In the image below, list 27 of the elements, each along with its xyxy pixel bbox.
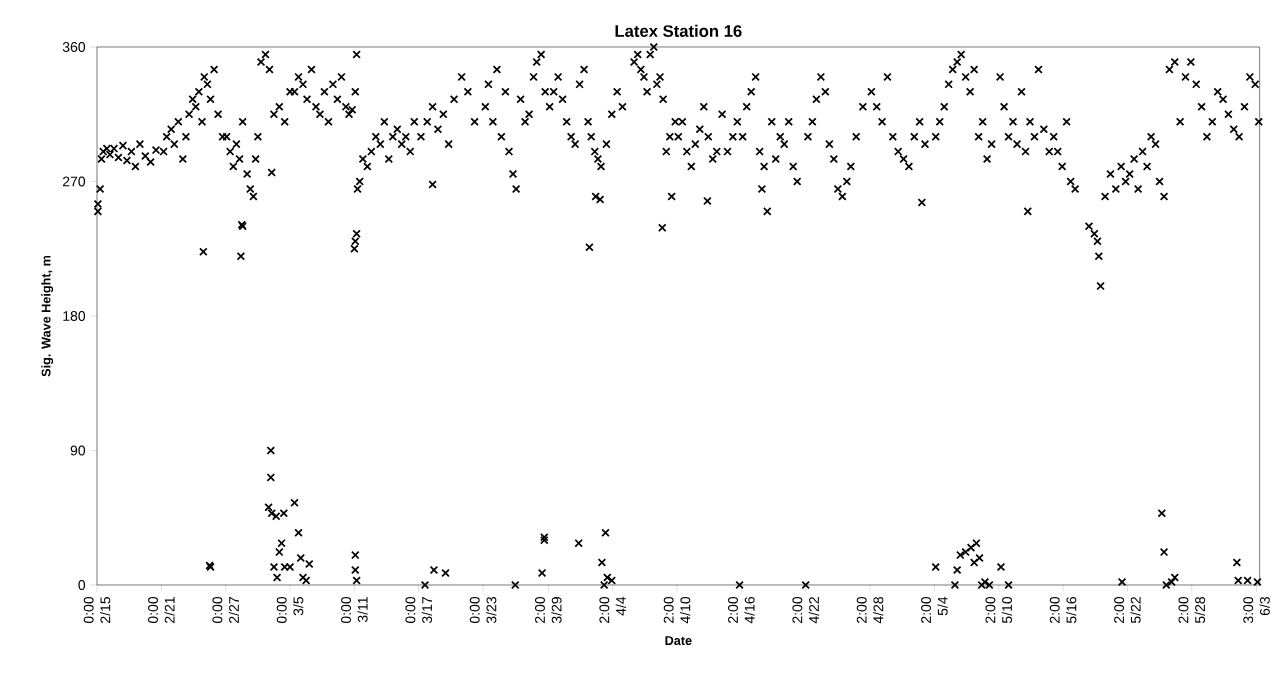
x-tick-label: 2:00 5/28 (1178, 596, 1206, 624)
x-tick-label: 0:00 2/21 (148, 596, 175, 624)
x-tick-label: 2:00 4/16 (728, 596, 755, 624)
x-tick-label: 0:00 3/11 (341, 596, 368, 624)
x-tick-label: 2:00 5/22 (1114, 596, 1141, 624)
x-tick-label: 2:00 5/10 (985, 596, 1013, 624)
x-tick-label: 2:00 5/4 (921, 596, 948, 623)
x-tick-label: 2:00 4/10 (663, 596, 691, 624)
x-tick-label: 3:00 6/3 (1243, 596, 1270, 624)
y-tick-label: 180 (63, 311, 86, 321)
y-tick-label: 360 (62, 42, 86, 52)
x-tick-label: 0:00 3/5 (276, 596, 304, 624)
x-tick-label: 0:00 3/23 (469, 596, 497, 624)
y-tick-label: 90 (70, 445, 86, 456)
x-tick-label: 2:00 4/28 (856, 596, 884, 624)
x-tick-label: 2:00 4/4 (599, 596, 626, 623)
x-tick-label: 2:00 4/22 (792, 596, 819, 624)
y-axis-title: Sig. Wave Height, m (41, 255, 54, 377)
x-tick-label: 2:00 5/16 (1049, 596, 1077, 624)
x-tick-label: 0:00 2/27 (212, 596, 239, 624)
x-tick-label: 2:00 3/29 (535, 596, 562, 624)
x-tick-label: 0:00 3/17 (405, 596, 433, 624)
y-tick-label: 0 (78, 580, 86, 590)
y-tick-label: 270 (62, 176, 86, 187)
chart-title: Latex Station 16 (615, 24, 742, 37)
x-tick-label: 0:00 2/15 (83, 596, 111, 624)
x-axis-title: Date (665, 636, 692, 646)
